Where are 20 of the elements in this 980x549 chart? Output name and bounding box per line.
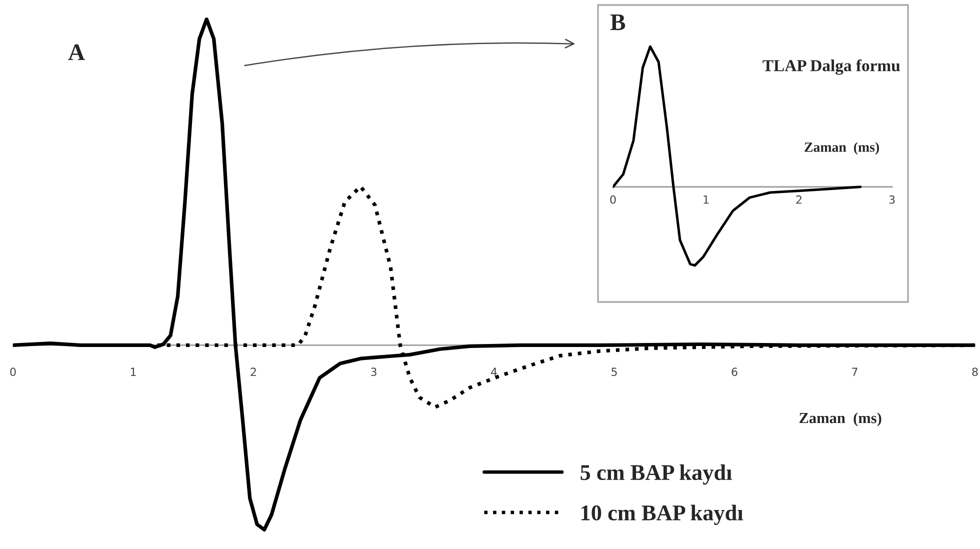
text: TLAP Dalga formu	[762, 59, 900, 75]
annotation: A	[68, 44, 85, 60]
legend-label: 10 cm BAP kaydı	[582, 504, 744, 525]
x-tick-label: 7	[852, 368, 858, 376]
x-tick-label: 0	[610, 195, 616, 204]
x-tick-label: 0	[10, 368, 16, 376]
x-tick-label: 1	[130, 368, 136, 376]
x-tick-label: 6	[732, 368, 738, 376]
x-tick-label: 2	[250, 368, 256, 376]
x-tick-label: 1	[704, 196, 709, 204]
legend-label: 5 cm BAP kaydı	[580, 464, 732, 485]
x-tick-label: 3	[371, 368, 376, 376]
x-tick-label: 3	[889, 195, 895, 204]
x-tick-label: 2	[796, 195, 802, 204]
x-axis-title: Zaman (ms)	[804, 142, 879, 155]
x-axis-title: Zaman (ms)	[799, 412, 882, 426]
x-tick-label: 4	[491, 368, 497, 376]
annotation: B	[610, 14, 626, 30]
x-tick-label: 8	[972, 368, 978, 376]
x-tick-label: 5	[612, 368, 617, 376]
